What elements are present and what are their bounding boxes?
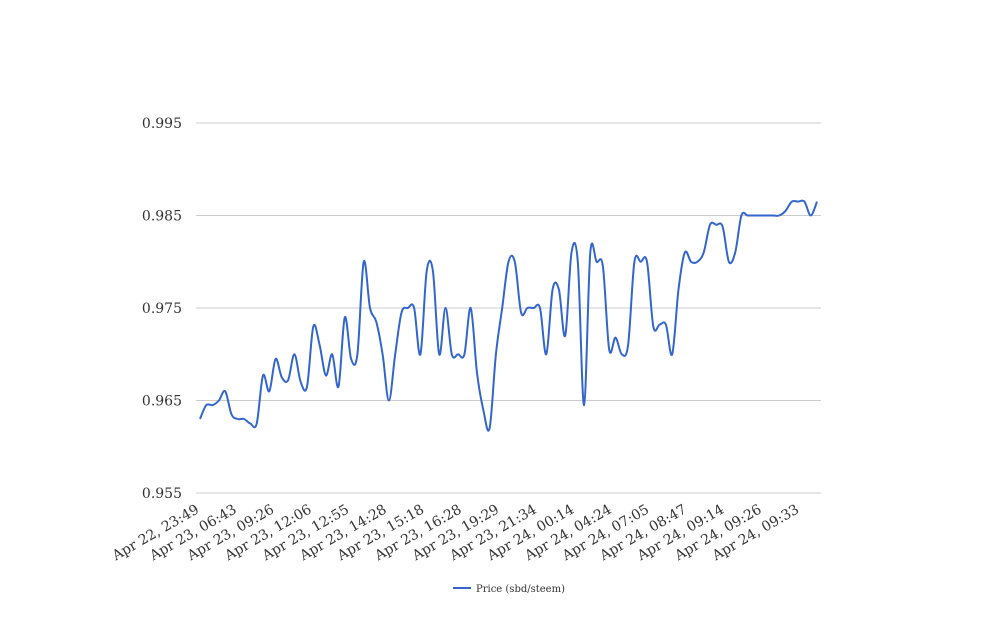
series-layer: [199, 199, 818, 432]
y-tick-label: 0.995: [142, 116, 182, 132]
legend-label: Price (sbd/steem): [476, 584, 565, 595]
y-tick-label: 0.975: [142, 301, 182, 317]
legend: Price (sbd/steem): [453, 584, 565, 595]
y-tick-label: 0.965: [142, 394, 182, 410]
y-tick-label: 0.955: [142, 486, 182, 502]
y-axis-ticks: 0.955 0.965 0.975 0.985 0.995: [142, 116, 182, 502]
grid-layer: [196, 122, 821, 494]
series-line-0: [199, 199, 818, 432]
y-tick-label: 0.985: [142, 209, 182, 225]
